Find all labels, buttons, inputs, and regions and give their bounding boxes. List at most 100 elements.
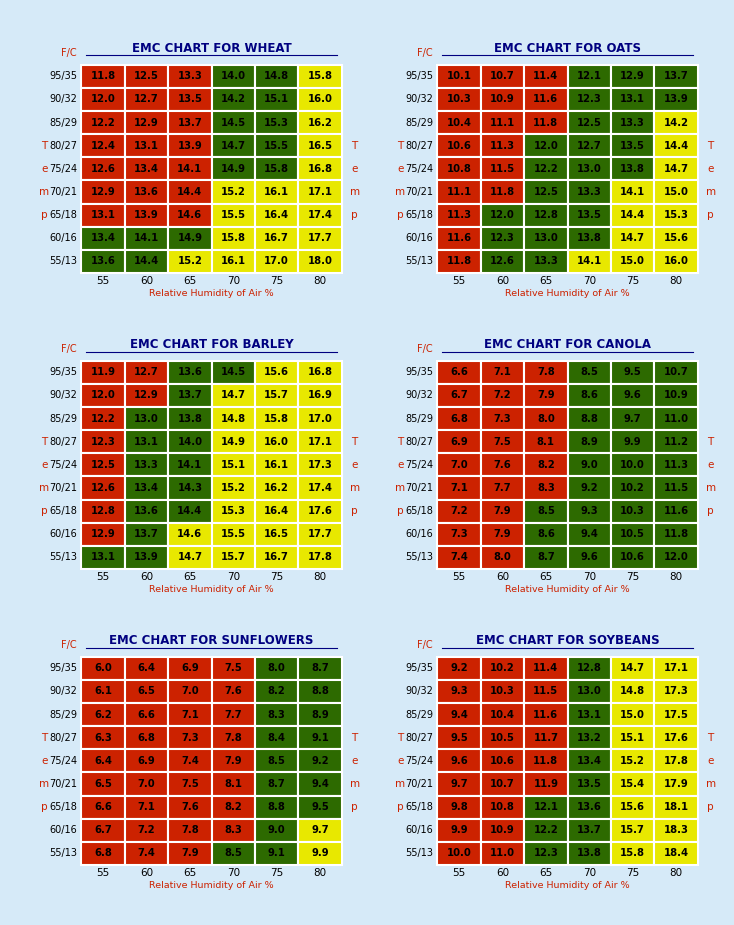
Text: 11.8: 11.8 — [534, 117, 559, 128]
Bar — [211, 500, 255, 523]
Bar — [481, 111, 524, 134]
Text: 60/16: 60/16 — [405, 529, 433, 539]
Text: 7.9: 7.9 — [225, 756, 242, 766]
Text: 15.0: 15.0 — [620, 256, 645, 266]
Text: 9.5: 9.5 — [450, 733, 468, 743]
Text: 15.3: 15.3 — [221, 506, 246, 516]
Text: EMC CHART FOR CANOLA: EMC CHART FOR CANOLA — [484, 338, 651, 352]
Text: e: e — [708, 460, 714, 470]
Bar — [168, 772, 211, 796]
Text: 12.7: 12.7 — [577, 141, 602, 151]
Text: 8.7: 8.7 — [537, 552, 555, 562]
Bar — [611, 819, 654, 842]
Bar — [524, 772, 567, 796]
Text: 12.9: 12.9 — [620, 71, 645, 81]
Bar — [255, 796, 298, 819]
Bar — [567, 842, 611, 865]
Text: 6.5: 6.5 — [137, 686, 156, 697]
Text: 12.2: 12.2 — [91, 117, 115, 128]
Bar — [654, 204, 697, 227]
Text: 10.5: 10.5 — [490, 733, 515, 743]
Text: 65/18: 65/18 — [49, 802, 77, 812]
Text: 17.0: 17.0 — [308, 413, 333, 424]
Text: 65: 65 — [539, 869, 553, 879]
Text: 14.0: 14.0 — [221, 71, 246, 81]
Text: 95/35: 95/35 — [405, 367, 433, 377]
Text: 10.9: 10.9 — [490, 825, 515, 835]
Text: 7.8: 7.8 — [225, 733, 242, 743]
Text: 13.3: 13.3 — [620, 117, 645, 128]
Text: 8.8: 8.8 — [268, 802, 286, 812]
Text: 6.8: 6.8 — [137, 733, 156, 743]
Text: 14.8: 14.8 — [264, 71, 289, 81]
Text: 9.2: 9.2 — [450, 663, 468, 673]
Text: 13.7: 13.7 — [178, 390, 202, 401]
Bar — [611, 180, 654, 204]
Bar — [298, 726, 341, 749]
Bar — [255, 657, 298, 680]
Text: F/C: F/C — [62, 48, 77, 58]
Text: 12.6: 12.6 — [490, 256, 515, 266]
Text: 65: 65 — [184, 869, 197, 879]
Text: 8.0: 8.0 — [537, 413, 555, 424]
Text: 12.7: 12.7 — [134, 367, 159, 377]
Text: 10.0: 10.0 — [447, 848, 471, 858]
Text: 7.2: 7.2 — [494, 390, 512, 401]
Text: 13.7: 13.7 — [577, 825, 602, 835]
Text: 75/24: 75/24 — [405, 756, 433, 766]
Text: 6.2: 6.2 — [94, 709, 112, 720]
Text: p: p — [41, 802, 48, 812]
Text: 8.0: 8.0 — [493, 552, 512, 562]
Bar — [125, 546, 168, 569]
Text: 11.1: 11.1 — [490, 117, 515, 128]
Text: 13.1: 13.1 — [134, 141, 159, 151]
Text: T: T — [352, 733, 357, 743]
Text: 16.1: 16.1 — [264, 460, 289, 470]
Text: 8.8: 8.8 — [311, 686, 329, 697]
Bar — [437, 772, 481, 796]
Text: m: m — [705, 779, 716, 789]
Bar — [125, 772, 168, 796]
Text: 13.9: 13.9 — [134, 210, 159, 220]
Text: 15.8: 15.8 — [264, 413, 289, 424]
Bar — [125, 361, 168, 384]
Bar — [81, 111, 125, 134]
Bar — [654, 657, 697, 680]
Bar — [298, 227, 341, 250]
Bar — [524, 361, 567, 384]
Text: 13.1: 13.1 — [620, 94, 645, 105]
Bar — [125, 111, 168, 134]
Text: 14.7: 14.7 — [221, 141, 246, 151]
Text: 60: 60 — [496, 573, 509, 583]
Text: 95/35: 95/35 — [49, 367, 77, 377]
Text: T: T — [397, 437, 404, 447]
Bar — [125, 657, 168, 680]
Text: 13.0: 13.0 — [577, 164, 602, 174]
Text: 13.3: 13.3 — [577, 187, 602, 197]
Text: 13.1: 13.1 — [577, 709, 602, 720]
Text: 15.5: 15.5 — [221, 210, 246, 220]
Text: 70/21: 70/21 — [49, 483, 77, 493]
Bar — [524, 157, 567, 180]
Text: 11.0: 11.0 — [664, 413, 688, 424]
Bar — [481, 500, 524, 523]
Text: 13.9: 13.9 — [178, 141, 202, 151]
Bar — [298, 204, 341, 227]
Bar — [298, 361, 341, 384]
Text: F/C: F/C — [418, 640, 433, 650]
Bar — [81, 796, 125, 819]
Bar — [611, 476, 654, 500]
Bar — [481, 227, 524, 250]
Text: 12.2: 12.2 — [91, 413, 115, 424]
Bar — [524, 88, 567, 111]
Bar — [81, 430, 125, 453]
Text: 17.8: 17.8 — [664, 756, 688, 766]
Bar — [611, 227, 654, 250]
Text: 10.3: 10.3 — [447, 94, 471, 105]
Bar — [211, 157, 255, 180]
Text: 13.8: 13.8 — [620, 164, 645, 174]
Text: T: T — [41, 141, 48, 151]
Text: 14.4: 14.4 — [134, 256, 159, 266]
Bar — [211, 657, 255, 680]
Bar — [298, 749, 341, 772]
